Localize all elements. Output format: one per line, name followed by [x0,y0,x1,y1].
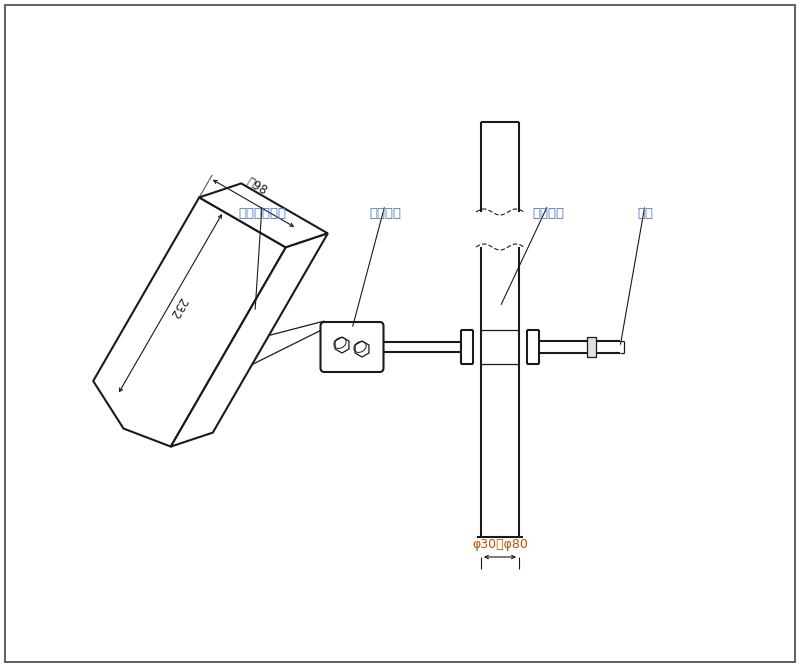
Bar [587,337,596,357]
Text: φ30～φ80: φ30～φ80 [472,538,528,551]
Text: 抱箍: 抱箍 [637,207,653,220]
Polygon shape [93,197,286,447]
Text: 路面探测设备: 路面探测设备 [238,207,286,220]
Polygon shape [355,341,369,357]
FancyBboxPatch shape [321,322,383,372]
Polygon shape [199,183,328,247]
Polygon shape [171,233,328,447]
Text: 可调支架: 可调支架 [369,207,401,220]
Text: 圆管立杆: 圆管立杆 [532,207,564,220]
Polygon shape [335,337,349,353]
Text: 98: 98 [244,176,270,198]
Text: 232: 232 [166,294,189,320]
